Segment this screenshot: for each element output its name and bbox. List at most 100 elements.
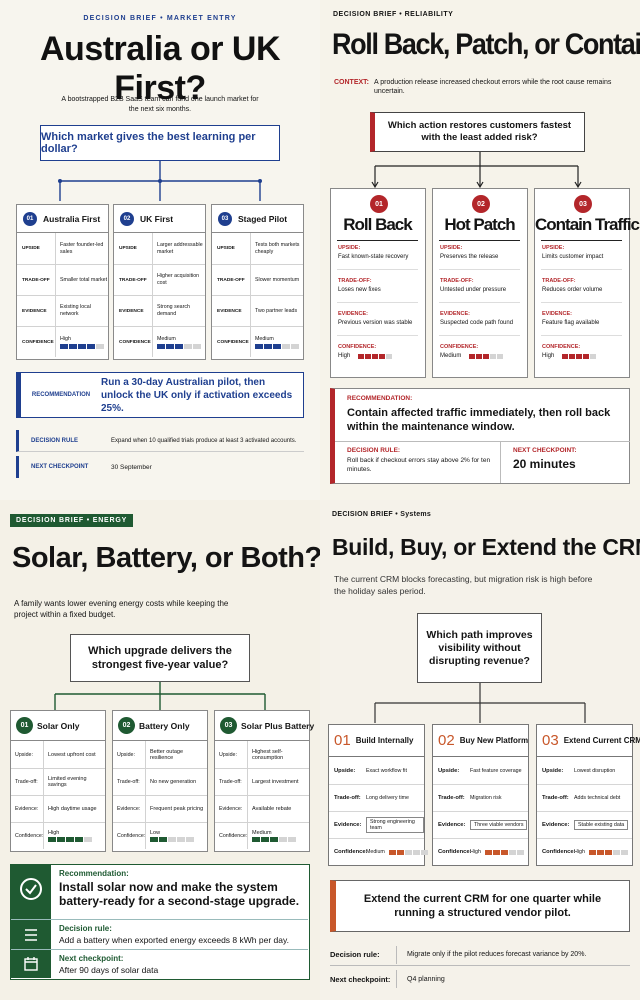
row-value-upside: Tests both markets cheaply — [250, 233, 303, 264]
meter-cell — [193, 343, 201, 349]
row-label: EVIDENCE: — [440, 311, 470, 317]
intro-text: A family wants lower evening energy cost… — [14, 599, 229, 619]
meter-cell — [255, 343, 263, 349]
next-checkpoint-row: NEXT CHECKPOINT 30 September — [16, 456, 304, 478]
recommendation-label: RECOMMENDATION: — [347, 395, 413, 402]
row-value-evidence: Strong search demand — [152, 296, 205, 326]
meter-cell — [57, 837, 65, 842]
upside-text: Highest self-consumption — [252, 748, 284, 761]
decision-rule-label: DECISION RULE: — [347, 447, 401, 454]
row-evidence: EVIDENCE Existing local network — [17, 295, 108, 326]
option-card: 03 Solar Plus Battery Upside: Highest self-… — [214, 710, 314, 852]
meter-cell — [590, 354, 597, 359]
upside-text: Tests both markets cheaply — [255, 241, 300, 255]
page-title: Build, Buy, or Extend the CRM? — [332, 534, 640, 560]
option-name: UK First — [140, 213, 174, 224]
row-value-tradeoff: Loses new fixes — [338, 287, 420, 293]
meter-cell — [516, 850, 524, 855]
row-value-confidence: High — [542, 353, 624, 359]
row-value-evidence: Three viable vendors — [465, 820, 528, 830]
row-value-upside: Lowest disruption — [569, 768, 632, 774]
row-value-evidence: High daytime usage — [43, 796, 105, 822]
option-header: 01 Build Internally — [329, 725, 424, 757]
row-value-confidence: High — [465, 849, 528, 855]
row-tradeoff: Trade-off: Migration risk — [433, 784, 528, 811]
option-name: Solar Plus Battery — [241, 720, 315, 731]
meter-cell — [157, 343, 165, 349]
brief-systems: DECISION BRIEF • Systems Build, Buy, or … — [320, 500, 640, 1000]
meter-cell — [69, 343, 77, 349]
calendar-icon — [24, 957, 38, 971]
confidence-text: High — [574, 849, 585, 855]
evidence-text: Available rebate — [252, 806, 292, 812]
row-label: Trade-off: — [438, 795, 465, 801]
confidence-meter — [157, 343, 205, 349]
option-number: 01 — [370, 195, 388, 213]
row-value-confidence: Low — [145, 823, 207, 849]
decision-rule-text: Roll back if checkout errors stay above … — [347, 457, 491, 473]
option-number: 02 — [120, 211, 134, 226]
option-number: 03 — [218, 211, 232, 226]
meter-cell — [469, 354, 476, 359]
tradeoff-text: Slower momentum — [255, 276, 300, 283]
row-label: CONFIDENCE: — [542, 344, 581, 350]
kicker: DECISION BRIEF • RELIABILITY — [333, 11, 454, 18]
row-value-evidence: Stable existing data — [569, 820, 632, 830]
decision-rule-text: Migrate only if the pilot reduces foreca… — [407, 951, 587, 958]
tradeoff-text: Limited evening savings — [48, 776, 87, 788]
meter-cell — [620, 850, 628, 855]
evidence-text: Previous version was stable — [338, 320, 413, 326]
confidence-text: High — [338, 353, 351, 359]
meter-cell — [60, 343, 68, 349]
decision-rule-label: DECISION RULE — [31, 437, 79, 444]
context-text: A production release increased checkout … — [374, 79, 612, 95]
row-value-upside: Exact workflow fit — [361, 768, 424, 774]
connector-lines — [374, 683, 586, 723]
row-tradeoff: Trade-off: Largest investment — [215, 768, 309, 795]
option-name: Roll Back — [343, 215, 412, 234]
row-label: UPSIDE — [217, 246, 235, 251]
row-value-upside: Highest self-consumption — [247, 741, 309, 768]
tradeoff-text: Higher acquisition cost — [157, 273, 200, 286]
row-label: Confidence: — [438, 849, 472, 855]
option-header: 02 Buy New Platform — [433, 725, 528, 757]
option-name: Staged Pilot — [238, 213, 288, 224]
decision-rule-label: Decision rule: — [330, 950, 380, 959]
row-evidence: Evidence: Frequent peak pricing — [113, 795, 207, 822]
row-value-confidence: High — [43, 823, 105, 849]
row-evidence: Evidence: Strong engineering team — [329, 811, 424, 838]
row-confidence: CONFIDENCE Medium — [114, 326, 205, 357]
row-upside: UPSIDE Larger addressable market — [114, 233, 205, 264]
meter-cell — [261, 837, 269, 842]
recommendation-label: RECOMMENDATION — [31, 392, 91, 398]
row-confidence: Confidence: High — [433, 838, 528, 865]
upside-text: Lowest disruption — [574, 767, 616, 774]
option-card: 03 Contain Traffic UPSIDE: Limits customer … — [534, 188, 640, 378]
meter-cell — [490, 354, 497, 359]
confidence-meter — [469, 354, 504, 359]
brief-market-entry: DECISION BRIEF • MARKET ENTRY Australia … — [0, 0, 320, 500]
option-name: Extend Current CRM — [563, 736, 640, 745]
row-value-confidence: Medium — [250, 327, 303, 357]
row-value-upside: Lowest upfront cost — [43, 741, 105, 768]
option-card: 01 Solar Only Upside: Lowest upfront cost Tr… — [10, 710, 106, 852]
confidence-meter — [358, 354, 393, 359]
row-value-upside: Fast feature coverage — [465, 768, 528, 774]
option-number: 01 — [23, 211, 37, 226]
row-label: TRADE-OFF — [119, 277, 147, 283]
row-label: Upside: — [15, 751, 33, 758]
meter-cell — [396, 850, 404, 855]
page-title: Roll Back, Patch, or Contain? — [332, 28, 640, 61]
confidence-meter — [484, 850, 524, 855]
confidence-meter — [252, 837, 309, 842]
row-label: CONFIDENCE — [119, 339, 151, 345]
meter-cell — [288, 837, 296, 842]
row-upside: Upside: Lowest disruption — [537, 757, 632, 784]
option-name: Solar Only — [37, 720, 80, 731]
option-number: 02 — [472, 195, 490, 213]
row-label: Evidence: — [219, 806, 243, 812]
option-header: 02 Battery Only — [113, 711, 207, 741]
row-confidence: Confidence: High — [11, 822, 105, 849]
row-tradeoff: Trade-off: Long delivery time — [329, 784, 424, 811]
row-label: EVIDENCE — [22, 308, 47, 314]
